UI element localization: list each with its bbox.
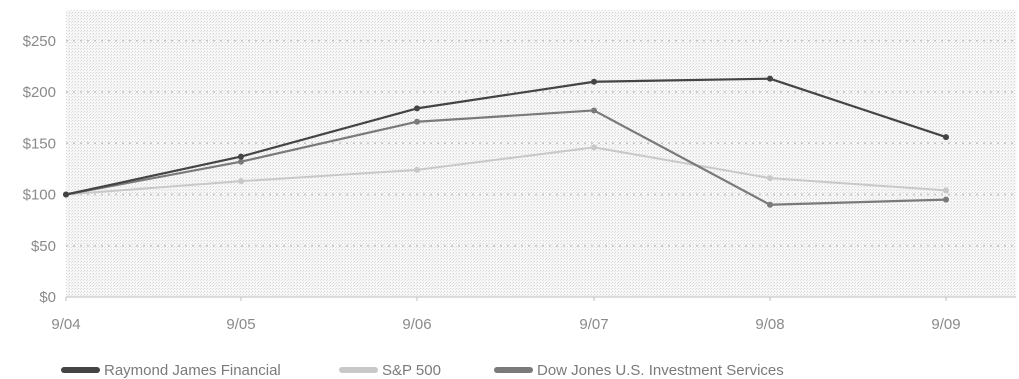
data-point (943, 196, 949, 203)
data-point (943, 134, 949, 141)
y-tick-label: $200 (23, 84, 56, 101)
data-point (767, 175, 773, 182)
x-tick-label: 9/05 (226, 316, 255, 333)
data-point (238, 153, 244, 160)
data-point (591, 144, 597, 151)
data-point (238, 178, 244, 185)
axes: $0 $50 $100 $150 $200 $250 9/04 9/05 9/06 9/07 9/0… (23, 33, 961, 333)
data-point (943, 187, 949, 194)
gridlines (66, 40, 1016, 298)
data-point (238, 158, 244, 165)
data-point (591, 78, 597, 85)
x-tick-label: 9/09 (931, 316, 960, 333)
y-tick-label: $250 (23, 33, 56, 50)
x-tick-label: 9/07 (579, 316, 608, 333)
legend: Raymond James Financial S&P 500 Dow Jones … (61, 362, 784, 379)
data-point (767, 201, 773, 208)
data-point (63, 191, 69, 198)
y-tick-label: $150 (23, 135, 56, 152)
legend-label: S&P 500 (382, 362, 441, 379)
series-lines (63, 75, 949, 208)
data-point (414, 105, 420, 112)
legend-label: Raymond James Financial (104, 362, 281, 379)
y-tick-label: $100 (23, 187, 56, 204)
data-point (414, 166, 420, 173)
series-raymond-james-financial (63, 75, 949, 198)
data-point (591, 107, 597, 114)
series-line (65, 109, 947, 206)
data-point (767, 75, 773, 82)
legend-label: Dow Jones U.S. Investment Services (537, 362, 784, 379)
y-tick-label: $50 (31, 238, 56, 255)
data-point (414, 118, 420, 125)
series-line (65, 77, 947, 196)
x-tick-label: 9/06 (402, 316, 431, 333)
series-line (65, 146, 947, 196)
y-tick-label: $0 (39, 289, 56, 306)
x-tick-label: 9/08 (755, 316, 784, 333)
x-tick-label: 9/04 (51, 316, 80, 333)
